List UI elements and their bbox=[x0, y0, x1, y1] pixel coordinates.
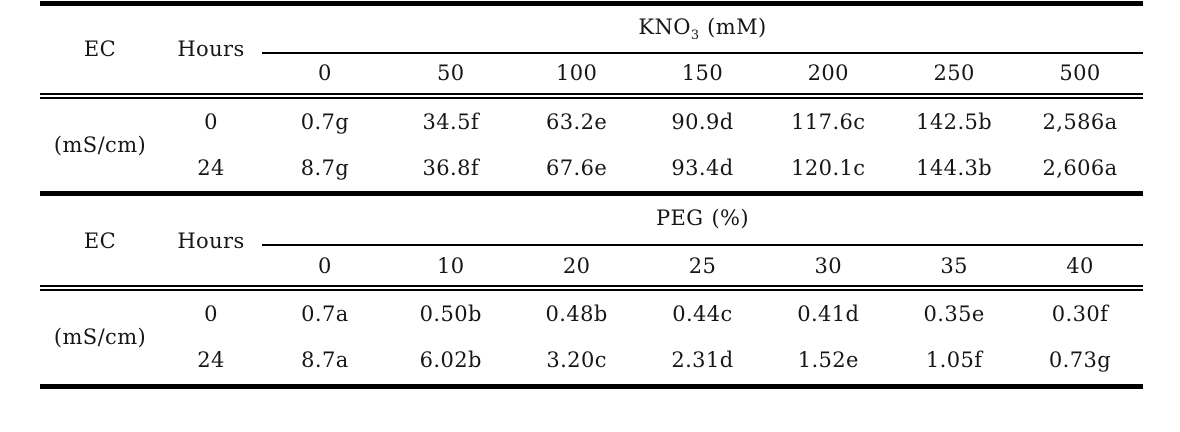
table-row: (mS/cm) 0 0.7a 0.50b 0.48b 0.44c 0.41d 0… bbox=[40, 285, 1143, 386]
col-header: 0 bbox=[318, 61, 332, 85]
data-cell: 6.02b bbox=[419, 348, 482, 373]
data-cell: 0.73g bbox=[1048, 348, 1112, 373]
col-header: 35 bbox=[940, 253, 968, 278]
col-header: 25 bbox=[688, 253, 717, 278]
col-header: 250 bbox=[933, 61, 975, 85]
data-cell: 1.52e bbox=[797, 348, 859, 373]
ec-header: EC bbox=[83, 37, 117, 62]
data-cell: 2.31d bbox=[671, 348, 734, 373]
col-header: 10 bbox=[437, 253, 465, 278]
data-cell: 0.50b bbox=[387, 285, 514, 337]
row-label-units: (mS/cm) bbox=[40, 92, 160, 194]
col-header: 150 bbox=[681, 61, 724, 85]
data-cell: 0.41d bbox=[765, 285, 892, 337]
table-kno3: EC Hours KNO3 (mM) 0 50 100 150 200 250 5… bbox=[40, 1, 1143, 196]
data-cell: 36.8f bbox=[422, 155, 480, 180]
col-header: 50 bbox=[437, 61, 465, 85]
data-cell: 142.5b bbox=[891, 92, 1018, 145]
data-cell: 8.7g bbox=[300, 155, 350, 180]
col-header: 40 bbox=[1066, 253, 1094, 278]
col-header: 30 bbox=[814, 253, 843, 278]
data-cell: 0.7a bbox=[262, 285, 388, 337]
table-row: 24 8.7a 6.02b 3.20c 2.31d 1.52e 1.05f 0.… bbox=[40, 337, 1143, 386]
data-cell: 63.2e bbox=[513, 92, 640, 145]
data-cell: 8.7a bbox=[301, 348, 349, 373]
hours-value: 24 bbox=[197, 155, 225, 180]
span-header-base: KNO bbox=[638, 14, 691, 39]
span-header-subscript: 3 bbox=[690, 27, 700, 43]
data-cell: 1.05f bbox=[925, 348, 983, 373]
data-cell: 0.48b bbox=[513, 285, 640, 337]
table-peg: EC Hours PEG (%) 0 10 20 25 30 35 40 (mS/… bbox=[40, 196, 1143, 389]
data-cell: 117.6c bbox=[765, 92, 892, 145]
span-header-kno3: KNO3 (mM) bbox=[262, 3, 1143, 54]
span-header-unit: (%) bbox=[711, 205, 749, 230]
data-cell: 93.4d bbox=[671, 155, 734, 180]
col-header: 0 bbox=[318, 253, 332, 278]
data-cell: 0.44c bbox=[639, 285, 766, 337]
row-label-units: (mS/cm) bbox=[40, 285, 160, 386]
col-header: 500 bbox=[1059, 61, 1101, 85]
span-header-base: PEG bbox=[656, 205, 704, 230]
hours-header: Hours bbox=[177, 228, 245, 253]
col-header: 100 bbox=[555, 61, 598, 85]
hours-value: 24 bbox=[197, 348, 225, 373]
hours-value: 0 bbox=[160, 285, 262, 337]
data-cell: 0.35e bbox=[891, 285, 1018, 337]
table-row: (mS/cm) 0 0.7g 34.5f 63.2e 90.9d 117.6c … bbox=[40, 92, 1143, 194]
col-header: 200 bbox=[807, 61, 849, 85]
data-cell: 144.3b bbox=[916, 155, 993, 180]
data-cell: 3.20c bbox=[546, 348, 607, 373]
data-cell: 0.7g bbox=[262, 92, 388, 145]
data-cell: 90.9d bbox=[639, 92, 766, 145]
data-cell: 2,606a bbox=[1042, 155, 1118, 180]
span-header-peg: PEG (%) bbox=[262, 196, 1143, 246]
peg-column-headers: 0 10 20 25 30 35 40 bbox=[40, 245, 1143, 288]
table-row: 24 8.7g 36.8f 67.6e 93.4d 120.1c 144.3b … bbox=[40, 145, 1143, 194]
col-header: 20 bbox=[562, 253, 591, 278]
data-cell: 0.30f bbox=[1017, 285, 1143, 337]
span-header-unit: (mM) bbox=[707, 14, 767, 39]
hours-value: 0 bbox=[160, 92, 262, 145]
data-cell: 67.6e bbox=[546, 155, 608, 180]
ec-header: EC bbox=[83, 228, 117, 253]
kno3-column-headers: 0 50 100 150 200 250 500 bbox=[40, 53, 1143, 96]
hours-header: Hours bbox=[177, 37, 245, 62]
data-cell: 2,586a bbox=[1017, 92, 1143, 145]
data-cell: 120.1c bbox=[791, 155, 866, 180]
data-cell: 34.5f bbox=[387, 92, 514, 145]
